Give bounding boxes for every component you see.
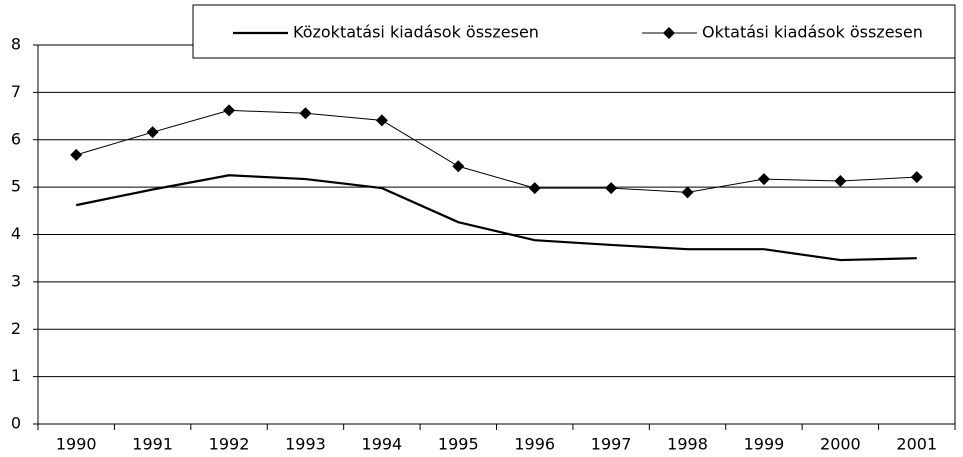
legend-label: Oktatási kiadások összesen xyxy=(702,23,923,42)
x-tick-label: 1991 xyxy=(132,435,173,454)
marker xyxy=(605,182,618,195)
y-tick-label: 0 xyxy=(11,414,21,433)
marker xyxy=(299,107,312,120)
y-tick-label: 7 xyxy=(11,82,21,101)
legend xyxy=(192,4,956,59)
legend-label: Közoktatási kiadások összesen xyxy=(293,23,539,42)
marker xyxy=(528,182,541,195)
y-tick-label: 8 xyxy=(11,35,21,54)
x-tick-label: 1996 xyxy=(514,435,555,454)
marker xyxy=(146,126,159,139)
y-tick-label: 6 xyxy=(11,129,21,148)
x-tick-label: 1995 xyxy=(438,435,479,454)
marker xyxy=(375,114,388,127)
marker xyxy=(757,173,770,186)
x-tick-label: 1997 xyxy=(591,435,632,454)
y-tick-label: 1 xyxy=(11,366,21,385)
marker xyxy=(452,160,465,173)
y-tick-label: 4 xyxy=(11,224,21,243)
y-tick-label: 3 xyxy=(11,271,21,290)
x-tick-label: 1990 xyxy=(56,435,97,454)
x-tick-label: 1998 xyxy=(667,435,708,454)
marker xyxy=(834,174,847,187)
x-tick-label: 1992 xyxy=(209,435,250,454)
marker xyxy=(223,104,236,117)
series-line xyxy=(76,109,917,193)
x-tick-label: 2001 xyxy=(896,435,937,454)
legend-marker xyxy=(663,27,675,39)
marker xyxy=(681,186,694,199)
marker xyxy=(70,148,83,161)
y-tick-label: 5 xyxy=(11,177,21,196)
marker xyxy=(910,171,923,184)
series-line xyxy=(75,174,917,262)
x-tick-label: 1994 xyxy=(362,435,403,454)
x-tick-label: 2000 xyxy=(820,435,861,454)
y-tick-label: 2 xyxy=(11,319,21,338)
x-tick-label: 1999 xyxy=(744,435,785,454)
x-tick-label: 1993 xyxy=(285,435,326,454)
